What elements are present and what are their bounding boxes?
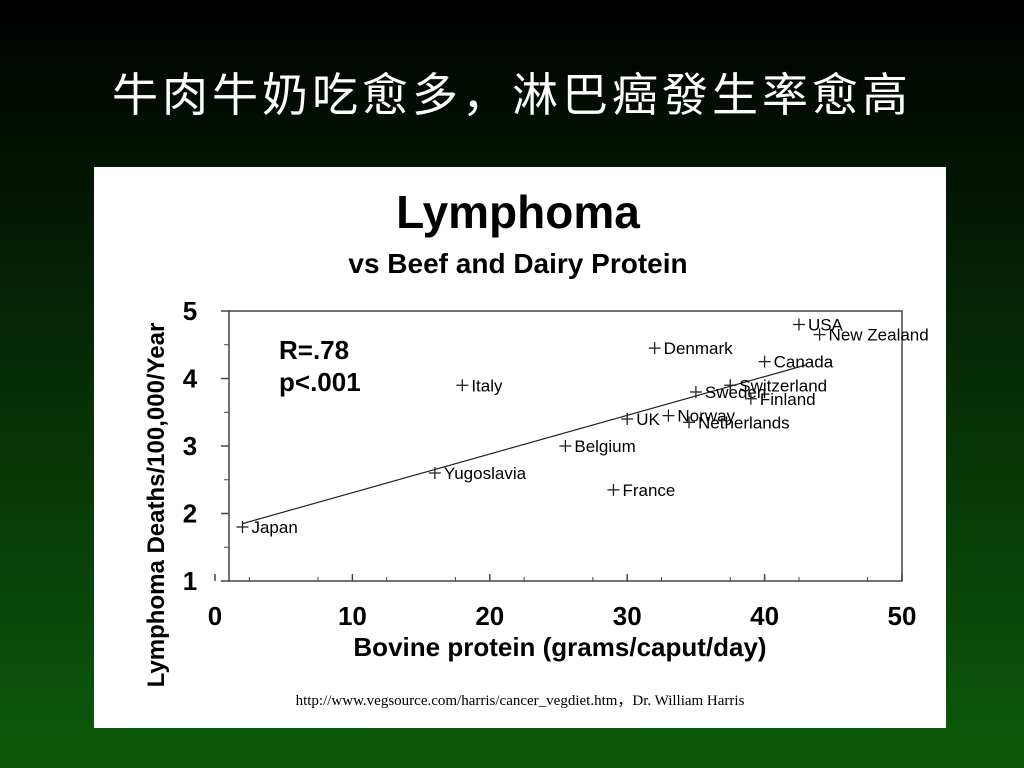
y-axis: 1 2 3 4 5 [183,296,229,596]
data-point: Yugoslavia [428,464,527,483]
chart-panel: Lymphoma vs Beef and Dairy Protein Lymph… [94,167,946,728]
chart-subtitle: vs Beef and Dairy Protein [348,248,687,279]
x-tick-label: 10 [338,601,367,631]
y-tick-label: 3 [183,431,197,461]
data-point: France [607,481,675,500]
point-label: New Zealand [829,326,929,345]
data-point: Canada [758,353,834,372]
data-point: Japan [236,518,298,537]
point-label: Yugoslavia [444,464,527,483]
y-axis-label: Lymphoma Deaths/100,000/Year [143,323,170,688]
source-citation: http://www.vegsource.com/harris/cancer_v… [295,693,745,709]
data-point: New Zealand [813,326,929,345]
data-point: Norway [662,407,736,426]
point-label: Netherlands [698,413,790,432]
data-point: Denmark [648,339,733,358]
annotation-r-value: R=.78 [279,335,349,365]
annotation-p-value: p<.001 [279,367,361,397]
data-point: UK [621,410,660,429]
slide-title: 牛肉牛奶吃愈多，淋巴癌發生率愈高 [112,68,912,122]
point-label: Denmark [664,339,733,358]
point-label: USA [808,316,844,335]
point-label: Switzerland [739,376,827,395]
point-label: UK [636,410,660,429]
x-tick-label: 0 [208,601,222,631]
x-tick-label: 30 [613,601,642,631]
x-tick-label: 40 [750,601,779,631]
data-point: USA [792,316,844,335]
x-axis: 0 10 20 30 40 50 [208,574,917,631]
trend-line [242,364,806,525]
point-label: France [622,481,675,500]
point-label: Italy [471,376,503,395]
data-point: Netherlands [683,413,790,432]
point-label: Belgium [574,437,635,456]
x-tick-label: 20 [475,601,504,631]
point-label: Canada [774,353,834,372]
data-points: Japan Yugoslavia Italy Belgium France UK Denma… [236,316,929,537]
y-tick-label: 1 [183,566,197,596]
point-label: Norway [677,407,735,426]
chart-title: Lymphoma [396,186,640,238]
point-label: Finland [760,390,816,409]
data-point: Finland [744,390,816,409]
x-tick-label: 50 [888,601,917,631]
y-tick-label: 4 [183,364,198,394]
scatter-chart: Lymphoma vs Beef and Dairy Protein Lymph… [143,186,929,688]
data-point: Belgium [559,437,636,456]
y-tick-label: 5 [183,296,197,326]
point-label: Japan [251,518,297,537]
data-point: Italy [456,376,503,395]
x-axis-label: Bovine protein (grams/caput/day) [353,632,766,662]
y-tick-label: 2 [183,499,197,529]
data-point: Switzerland [724,376,827,395]
